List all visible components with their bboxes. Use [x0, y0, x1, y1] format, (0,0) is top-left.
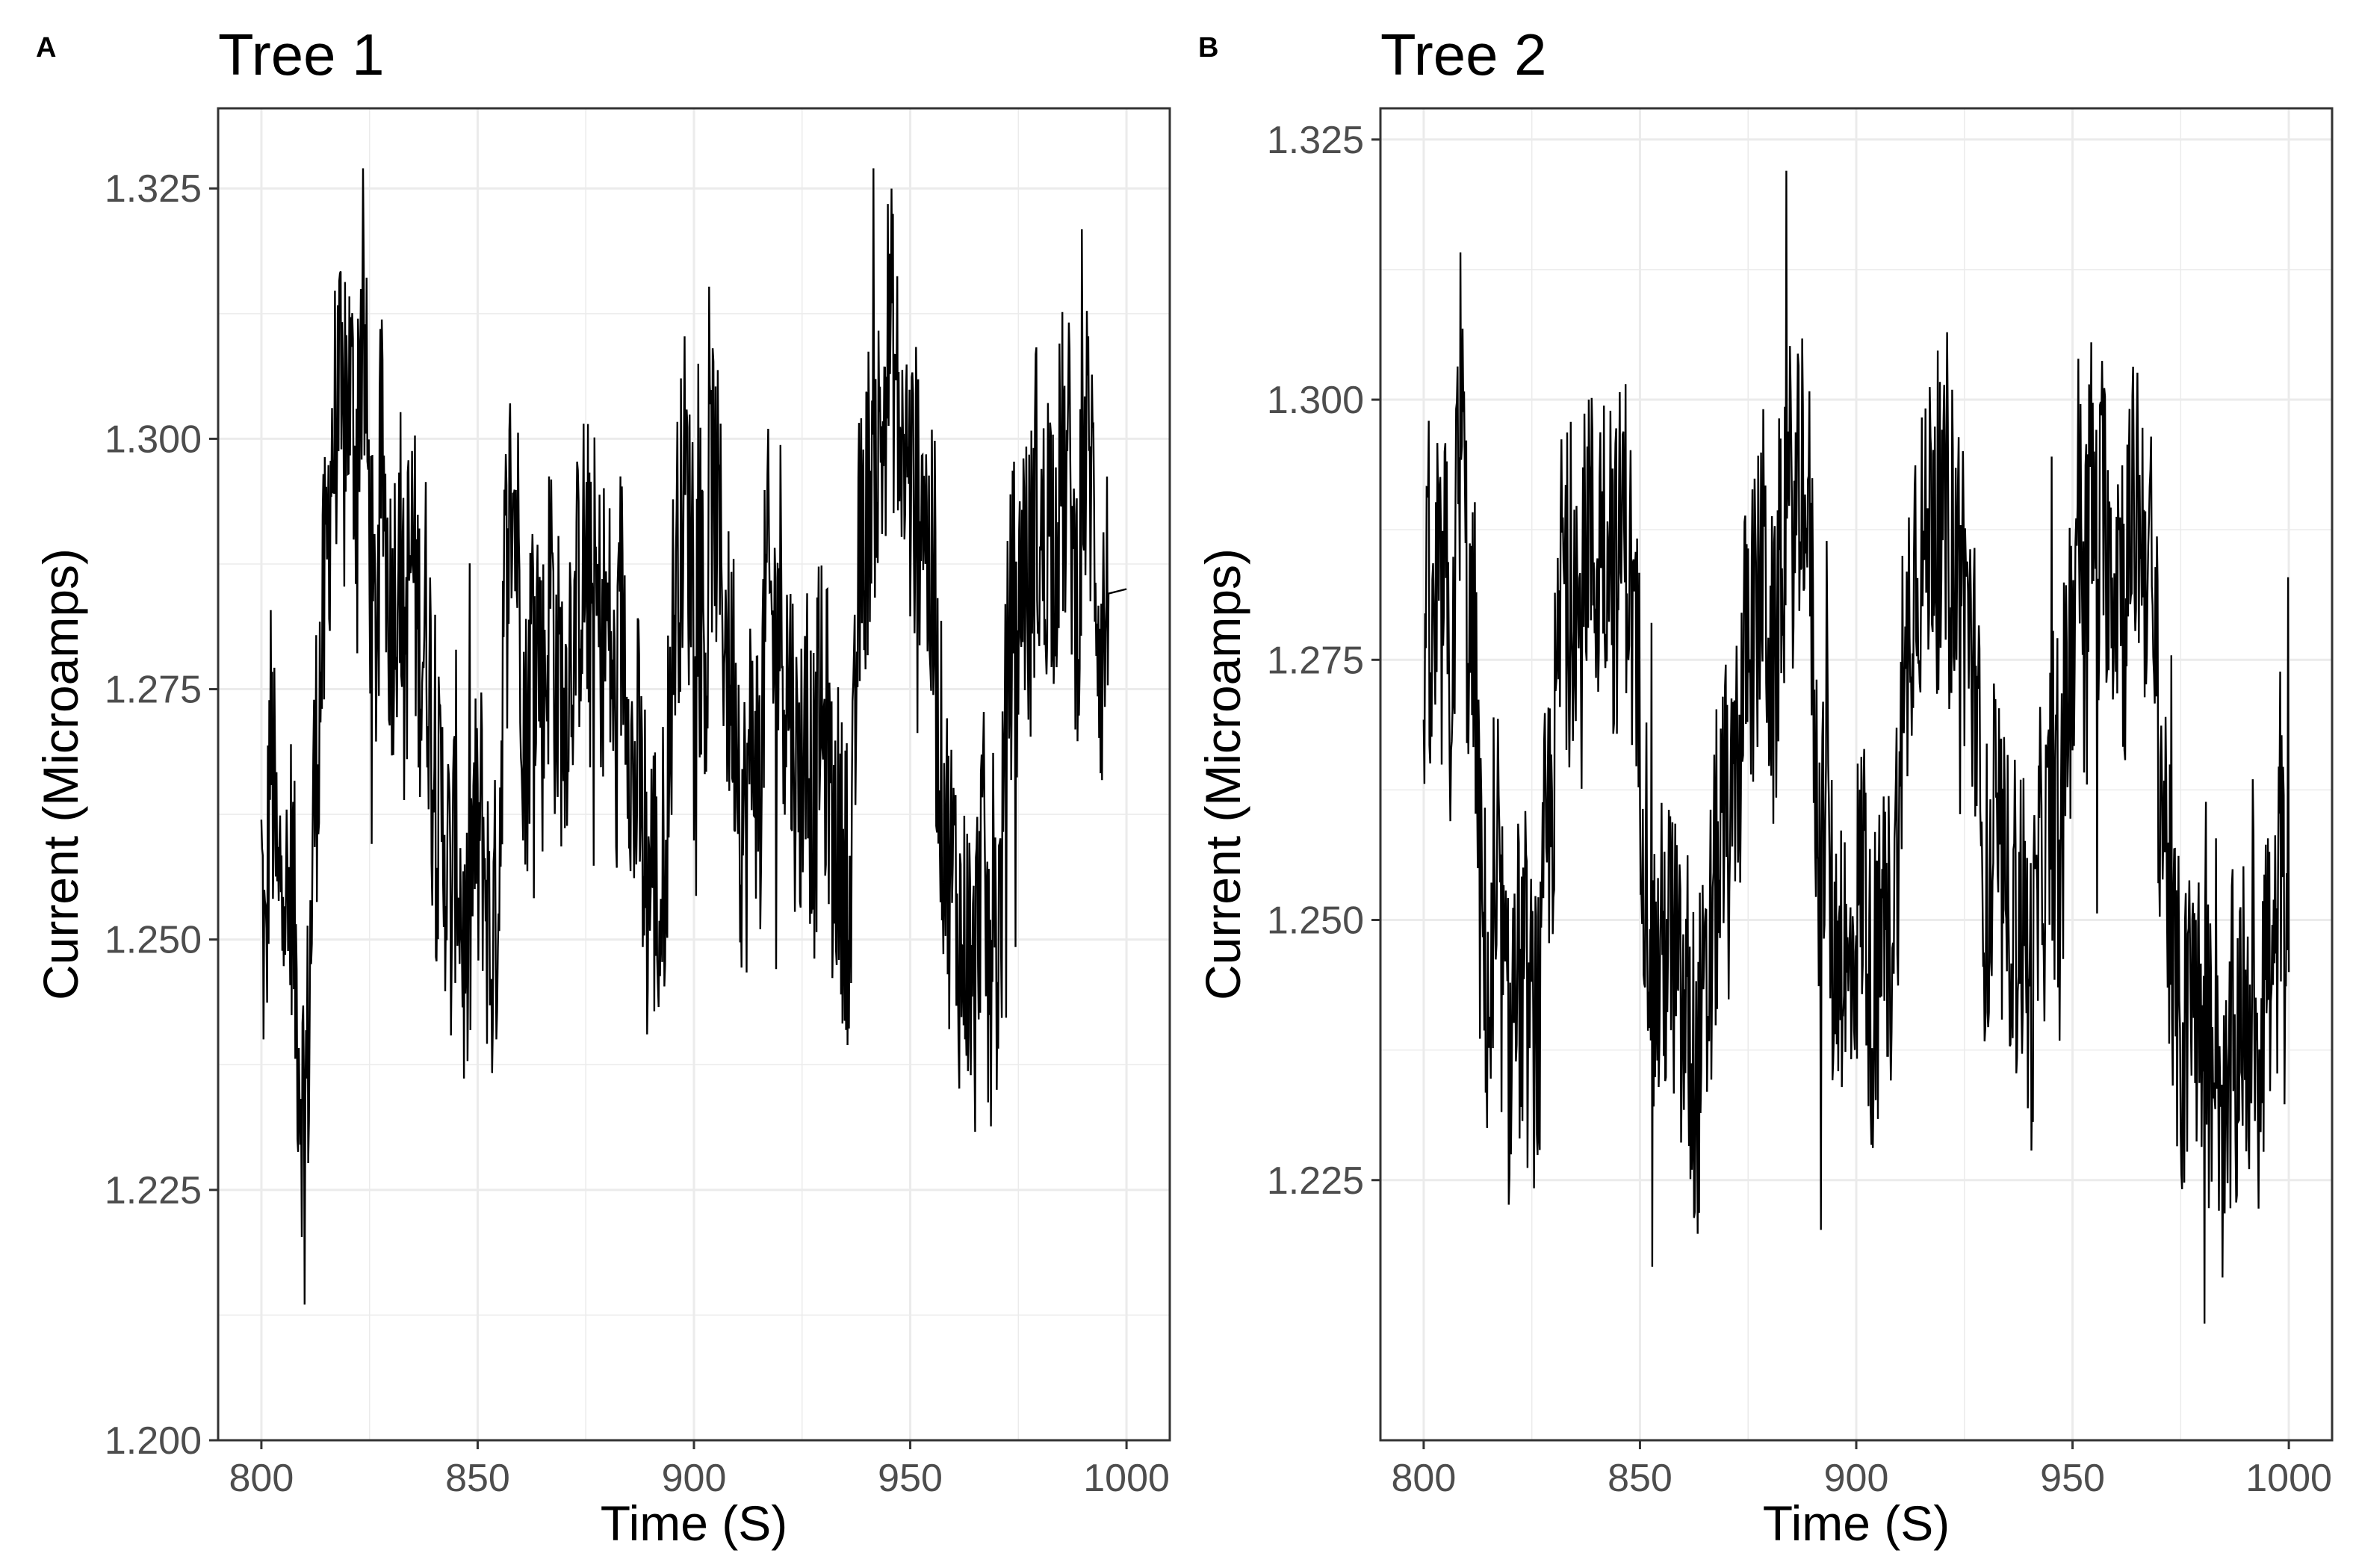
x-tick-label: 850	[1608, 1457, 1672, 1500]
x-axis-label-b: Time (S)	[1763, 1496, 1950, 1551]
series-a	[260, 168, 1127, 1305]
chart-title-tree-2: Tree 2	[1380, 22, 1547, 87]
panel-label-a: A	[36, 32, 56, 63]
y-tick-label: 1.325	[105, 167, 202, 211]
y-tick-label: 1.275	[1267, 639, 1364, 682]
x-tick-label: 900	[662, 1457, 727, 1500]
x-axis-label-a: Time (S)	[601, 1496, 788, 1551]
x-tick-label: 1000	[1083, 1457, 1170, 1500]
y-tick-label: 1.325	[1267, 119, 1364, 162]
panel-b: B Tree 2 800 850 900 950 1000 1.225 1.250 1.275…	[1195, 22, 2334, 1551]
y-tick-label: 1.225	[105, 1169, 202, 1212]
y-tick-label: 1.300	[1267, 379, 1364, 422]
series-line-current	[260, 168, 1127, 1305]
x-tick-label: 950	[2040, 1457, 2105, 1500]
y-tick-label: 1.250	[105, 919, 202, 962]
x-tick-label: 950	[878, 1457, 943, 1500]
series-line-current	[1422, 170, 2290, 1324]
series-b	[1422, 170, 2290, 1324]
x-tick-label: 900	[1824, 1457, 1889, 1500]
y-tick-label: 1.200	[105, 1419, 202, 1463]
x-tick-label: 800	[229, 1457, 294, 1500]
panel-a: A Tree 1 800 850 900 950 1000 1.200 1.225 1.250…	[33, 22, 1171, 1551]
y-tick-label: 1.250	[1267, 899, 1364, 943]
y-tick-label: 1.300	[105, 418, 202, 461]
y-axis-label-b: Current (Microamps)	[1195, 548, 1250, 1000]
y-tick-label: 1.275	[105, 669, 202, 712]
x-tick-label: 1000	[2245, 1457, 2332, 1500]
panel-label-b: B	[1198, 32, 1218, 63]
x-tick-label: 850	[445, 1457, 510, 1500]
y-tick-label: 1.225	[1267, 1159, 1364, 1203]
axis-ticks-a: 800 850 900 950 1000 1.200 1.225 1.250 1.275 1.30…	[105, 167, 1170, 1500]
chart-title-tree-1: Tree 1	[218, 22, 385, 87]
axis-ticks-b: 800 850 900 950 1000 1.225 1.250 1.275 1.300 1.32…	[1267, 119, 2332, 1500]
grid-b	[1380, 108, 2332, 1440]
y-axis-label-a: Current (Microamps)	[33, 548, 88, 1000]
grid-a	[218, 108, 1170, 1442]
x-tick-label: 800	[1392, 1457, 1457, 1500]
